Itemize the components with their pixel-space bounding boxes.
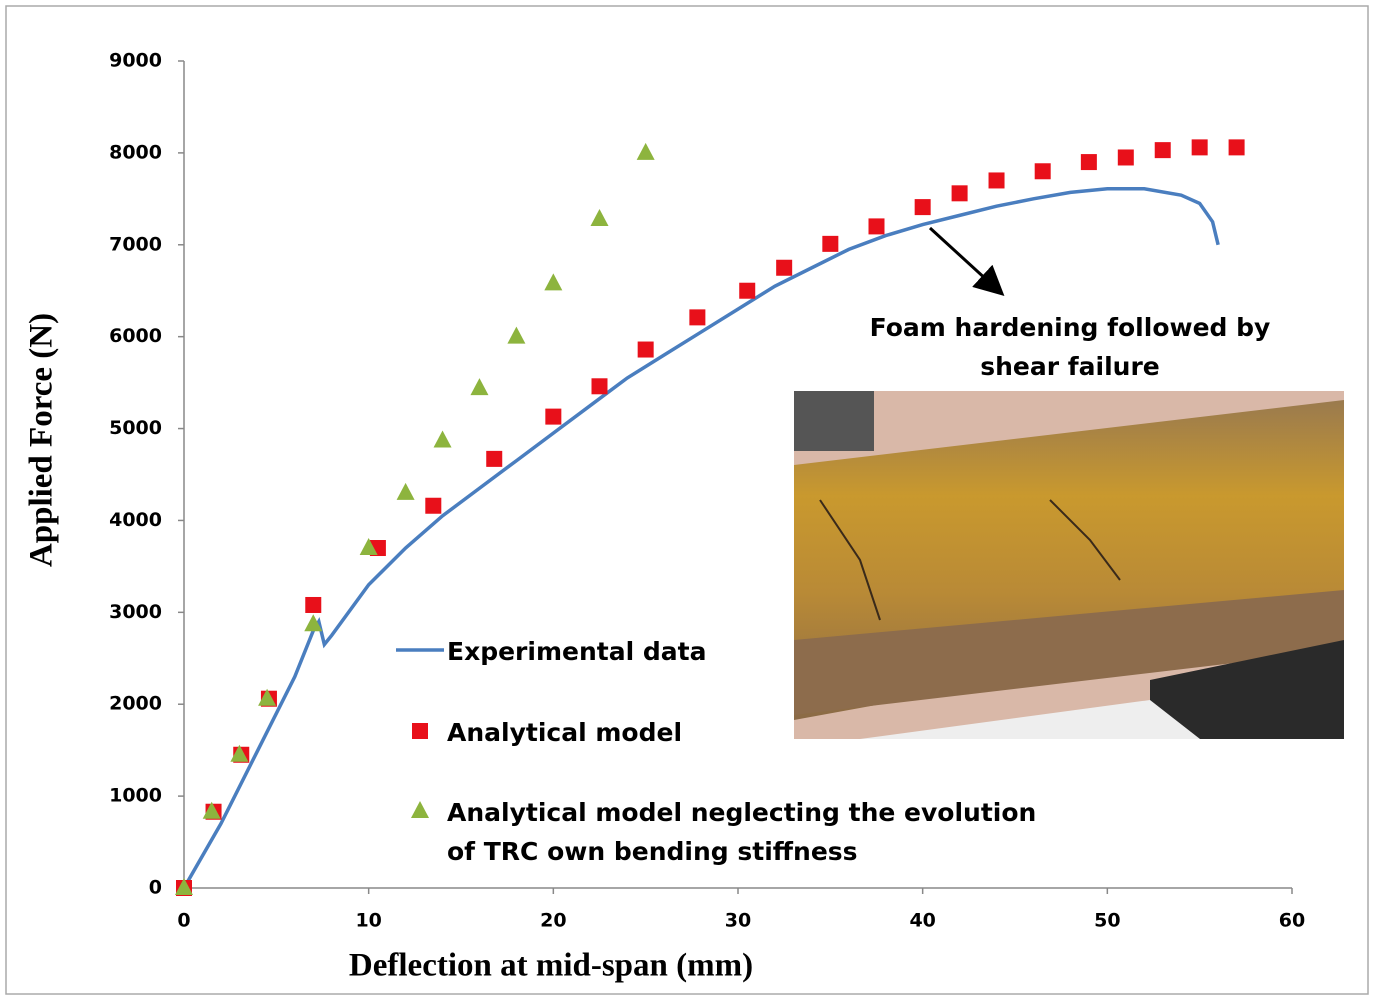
y-tick-label: 2000 bbox=[109, 693, 162, 715]
y-tick-label: 6000 bbox=[109, 325, 162, 347]
data-point bbox=[689, 309, 706, 326]
y-tick-label: 7000 bbox=[109, 233, 162, 255]
data-point bbox=[545, 408, 562, 425]
data-point bbox=[359, 538, 378, 556]
photo bbox=[794, 391, 1344, 739]
y-tick-label: 0 bbox=[149, 877, 162, 899]
data-point bbox=[1080, 154, 1097, 171]
data-point bbox=[305, 596, 322, 613]
y-tick-label: 4000 bbox=[109, 509, 162, 531]
y-axis-title: Applied Force (N) bbox=[24, 313, 60, 567]
legend-label: Analytical model neglecting the evolutio… bbox=[447, 798, 1037, 866]
data-point bbox=[1117, 149, 1134, 166]
data-point bbox=[868, 218, 885, 235]
data-point bbox=[1191, 139, 1208, 156]
data-point bbox=[202, 801, 221, 819]
data-point bbox=[822, 235, 839, 252]
data-point bbox=[988, 172, 1005, 189]
x-tick-label: 50 bbox=[1094, 910, 1120, 932]
x-tick-label: 30 bbox=[725, 910, 751, 932]
data-point bbox=[776, 259, 793, 276]
y-tick-label: 3000 bbox=[109, 601, 162, 623]
y-tick-label: 1000 bbox=[109, 785, 162, 807]
data-point bbox=[591, 378, 608, 395]
y-tick-label: 8000 bbox=[109, 141, 162, 163]
annotation: Foam hardening followed by shear failure bbox=[869, 313, 1271, 381]
data-point bbox=[739, 282, 756, 299]
data-point bbox=[304, 614, 323, 632]
legend-label: Analytical model bbox=[447, 718, 683, 747]
legend-label: Experimental data bbox=[447, 637, 707, 666]
legend-swatch bbox=[411, 801, 429, 818]
data-point bbox=[1154, 142, 1171, 159]
data-point bbox=[396, 482, 415, 500]
data-point bbox=[175, 878, 193, 895]
data-point bbox=[637, 341, 654, 358]
data-point bbox=[486, 450, 503, 467]
y-tick-label: 5000 bbox=[109, 417, 162, 439]
data-line bbox=[182, 186, 1220, 889]
data-point bbox=[470, 378, 489, 396]
x-tick-label: 10 bbox=[355, 910, 381, 932]
y-tick-label: 9000 bbox=[109, 50, 162, 72]
data-point bbox=[230, 744, 249, 762]
x-axis-title: Deflection at mid-span (mm) bbox=[349, 948, 753, 984]
frame bbox=[5, 5, 1369, 995]
annotation-arrow bbox=[928, 226, 1005, 297]
x-tick-label: 60 bbox=[1279, 910, 1305, 932]
data-point bbox=[951, 185, 968, 202]
data-point bbox=[507, 326, 526, 344]
data-point bbox=[1034, 163, 1051, 180]
data-point bbox=[914, 199, 931, 216]
data-point bbox=[636, 142, 655, 160]
x-tick-label: 40 bbox=[909, 910, 935, 932]
data-point bbox=[544, 273, 563, 291]
data-point bbox=[590, 209, 609, 227]
legend-swatch bbox=[412, 723, 428, 739]
x-tick-label: 0 bbox=[177, 910, 190, 932]
data-point bbox=[433, 430, 452, 448]
data-point bbox=[425, 497, 442, 514]
x-tick-label: 20 bbox=[540, 910, 566, 932]
data-point bbox=[258, 688, 277, 706]
data-point bbox=[1228, 139, 1245, 156]
